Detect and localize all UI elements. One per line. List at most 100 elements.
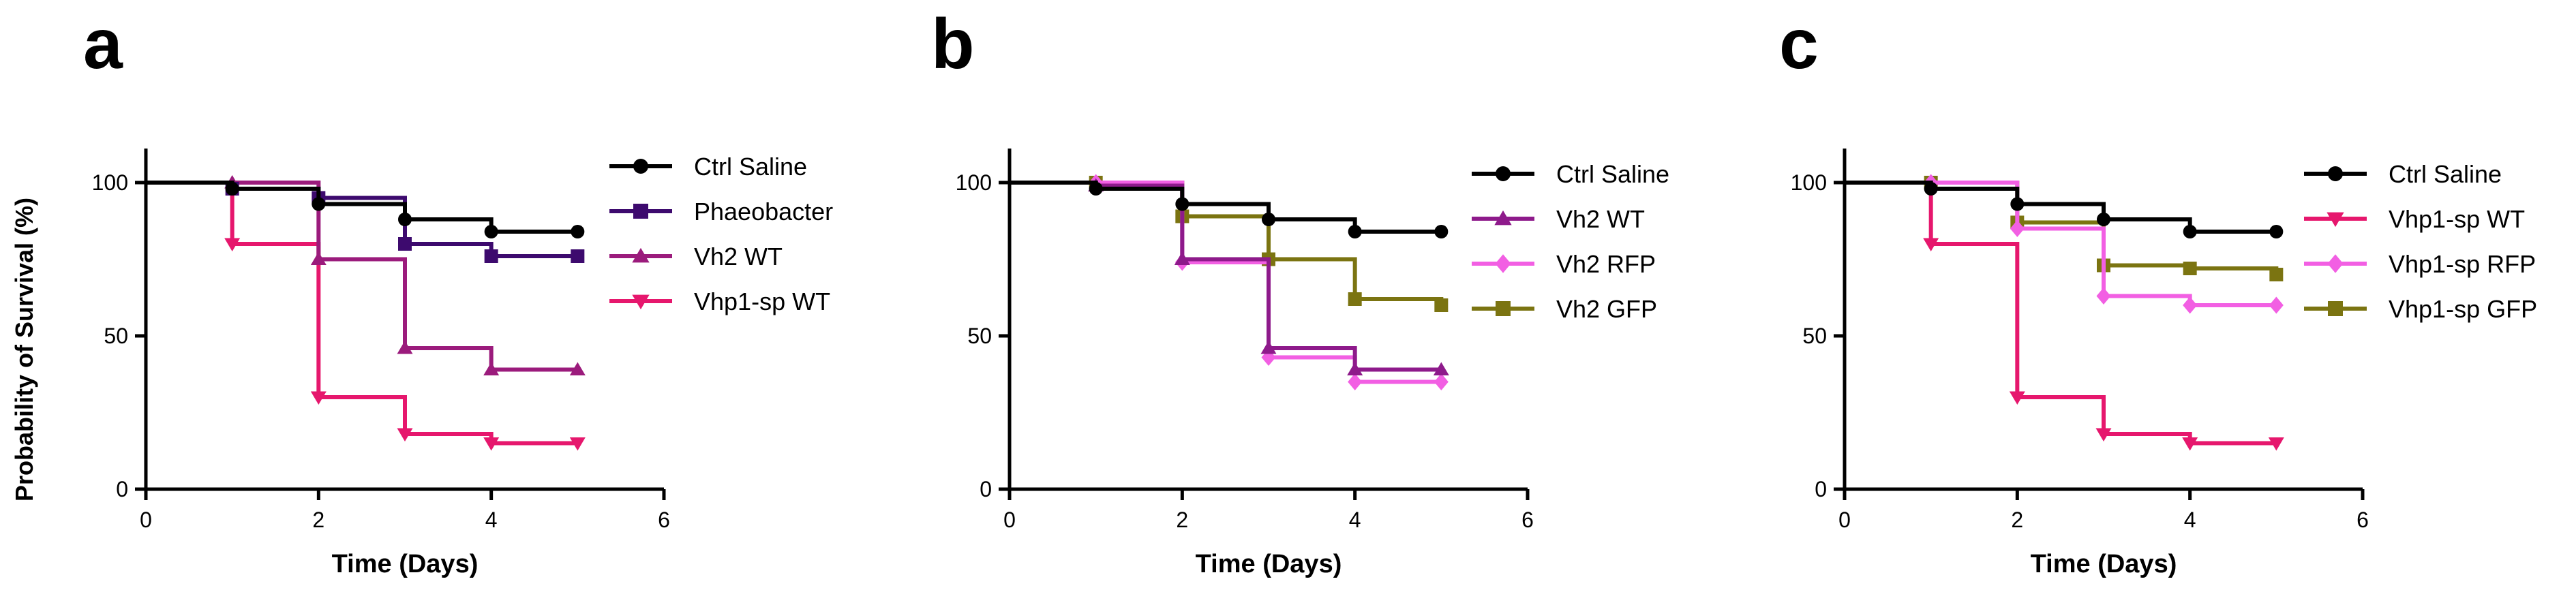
series-line	[1010, 181, 1444, 305]
series-ctrl-saline	[1010, 181, 1449, 238]
data-point	[310, 391, 327, 405]
legend-item: Vh2 WT	[1472, 205, 1645, 233]
legend-label: Vhp1-sp WT	[2389, 205, 2525, 233]
x-tick-label: 0	[1838, 508, 1851, 532]
legend-item: Vhp1-sp WT	[609, 288, 830, 315]
series-vhp1-sp-wt	[146, 181, 586, 451]
series-line	[1010, 181, 1442, 372]
data-point	[225, 182, 239, 196]
x-tick-label: 0	[1003, 508, 1016, 532]
data-point	[2268, 437, 2284, 451]
data-point	[2269, 225, 2284, 238]
data-point	[397, 428, 413, 441]
data-point	[2096, 288, 2111, 305]
data-point	[398, 213, 412, 226]
x-tick-label: 4	[485, 508, 498, 532]
series-ctrl-saline	[1845, 181, 2284, 238]
legend-swatch-marker	[2327, 212, 2344, 228]
legend-swatch-marker	[633, 159, 648, 174]
y-tick-label: 100	[956, 170, 992, 195]
legend-label: Vhp1-sp RFP	[2389, 250, 2536, 278]
series-line	[146, 181, 578, 372]
data-point	[310, 251, 327, 265]
legend-label: Phaeobacter	[694, 198, 833, 226]
legend-swatch-marker	[2328, 301, 2343, 316]
data-point	[2269, 268, 2284, 281]
data-point	[571, 249, 585, 263]
data-point	[1174, 251, 1190, 265]
series-line	[146, 181, 578, 446]
y-axis-label: Probability of Survival (%)	[10, 198, 38, 501]
data-point	[2095, 428, 2112, 441]
series-line	[1010, 181, 1442, 234]
series-phaeobacter	[146, 181, 585, 263]
data-point	[312, 197, 326, 211]
data-point	[1175, 197, 1189, 211]
y-tick-label: 100	[1791, 170, 1827, 195]
legend-swatch-marker	[632, 294, 650, 310]
data-point	[1347, 362, 1363, 375]
x-tick-label: 0	[140, 508, 152, 532]
legend-item: Ctrl Saline	[1472, 160, 1669, 188]
series-line	[146, 181, 578, 234]
panel-b: b 0 50 100 0 2 4 6 Time (Days) Ctrl Saline Vh2 WT V…	[931, 5, 1669, 578]
x-axis-label: Time (Days)	[332, 550, 479, 578]
data-point	[569, 437, 586, 451]
data-point	[571, 225, 585, 238]
legend-swatch-marker	[1495, 254, 1511, 273]
legend-label: Ctrl Saline	[694, 153, 807, 181]
legend: Ctrl Saline Phaeobacter Vh2 WT Vhp1-sp WT	[609, 153, 833, 315]
data-point	[1434, 373, 1449, 390]
y-tick-label: 0	[116, 477, 128, 501]
x-axis-label: Time (Days)	[2031, 550, 2177, 578]
data-point	[2009, 391, 2025, 405]
data-point	[2183, 296, 2198, 314]
legend-item: Ctrl Saline	[2304, 160, 2502, 188]
legend-swatch-marker	[2328, 166, 2343, 181]
data-point	[1434, 298, 1449, 312]
series-vh2-wt	[1010, 178, 1449, 375]
data-point	[398, 237, 412, 251]
legend-label: Vh2 RFP	[1556, 250, 1656, 278]
legend-swatch-marker	[633, 204, 648, 219]
data-point	[1433, 362, 1449, 375]
series-vhp1-sp-wt	[1845, 181, 2284, 451]
series-line	[1845, 181, 2277, 307]
data-point	[1434, 225, 1449, 238]
data-point	[484, 249, 498, 263]
data-point	[1348, 373, 1363, 390]
data-point	[1923, 238, 1939, 251]
x-tick-label: 2	[312, 508, 324, 532]
data-point	[2097, 213, 2110, 226]
panel-label: a	[83, 5, 123, 84]
legend-label: Vh2 WT	[1556, 205, 1645, 233]
data-point	[569, 362, 586, 375]
data-point	[1348, 225, 1362, 238]
panel-label: c	[1779, 5, 1819, 84]
y-tick-label: 50	[104, 324, 128, 348]
x-tick-label: 4	[1349, 508, 1361, 532]
legend-swatch-marker	[2327, 254, 2344, 273]
legend-item: Vh2 RFP	[1472, 250, 1656, 278]
legend-label: Vh2 GFP	[1556, 295, 1657, 323]
y-tick-label: 100	[92, 170, 128, 195]
y-tick-label: 50	[967, 324, 992, 348]
legend: Ctrl Saline Vhp1-sp WT Vhp1-sp RFP Vhp1-sp …	[2304, 160, 2537, 323]
legend-swatch-marker	[632, 247, 650, 263]
legend-label: Vhp1-sp WT	[694, 288, 830, 315]
legend-item: Phaeobacter	[609, 198, 833, 226]
legend-item: Vhp1-sp RFP	[2304, 250, 2536, 278]
legend-item: Ctrl Saline	[609, 153, 807, 181]
x-tick-label: 6	[658, 508, 670, 532]
data-point	[2010, 220, 2025, 237]
series-line	[146, 181, 578, 258]
data-point	[2182, 437, 2198, 451]
y-tick-label: 0	[980, 477, 992, 501]
x-tick-label: 4	[2184, 508, 2196, 532]
panel-c: c 0 50 100 0 2 4 6 Time (Days) Ctrl Saline Vhp1-sp…	[1779, 5, 2537, 578]
data-point	[2269, 296, 2284, 314]
legend-item: Vh2 GFP	[1472, 295, 1657, 323]
data-point	[1260, 341, 1277, 354]
series-ctrl-saline	[146, 181, 585, 238]
